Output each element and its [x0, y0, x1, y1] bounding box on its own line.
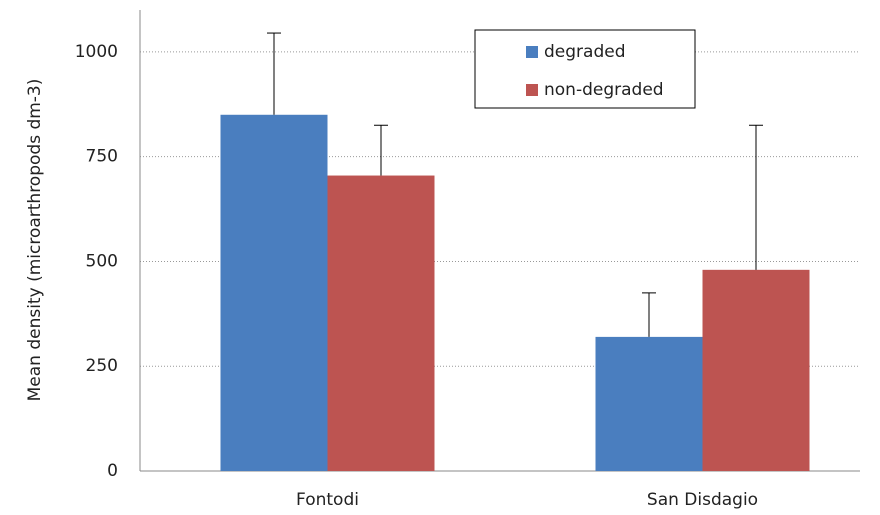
x-tick-label: San Disdagio — [647, 490, 758, 510]
bar — [327, 175, 435, 472]
legend-box — [474, 29, 696, 109]
y-tick-label: 0 — [107, 461, 118, 481]
y-axis-title: Mean density (microarthropods dm-3) — [25, 79, 45, 402]
legend-label: non-degraded — [544, 80, 664, 100]
y-tick-label: 1000 — [75, 42, 118, 62]
legend-swatch — [526, 84, 538, 96]
legend-label: degraded — [544, 42, 626, 62]
bar — [220, 114, 328, 471]
y-tick-label: 250 — [86, 356, 118, 376]
y-tick-label: 500 — [86, 251, 118, 271]
y-tick-label: 750 — [86, 147, 118, 167]
legend-swatch — [526, 46, 538, 58]
bar — [702, 269, 810, 471]
bar — [595, 336, 703, 471]
x-tick-label: Fontodi — [296, 490, 359, 510]
